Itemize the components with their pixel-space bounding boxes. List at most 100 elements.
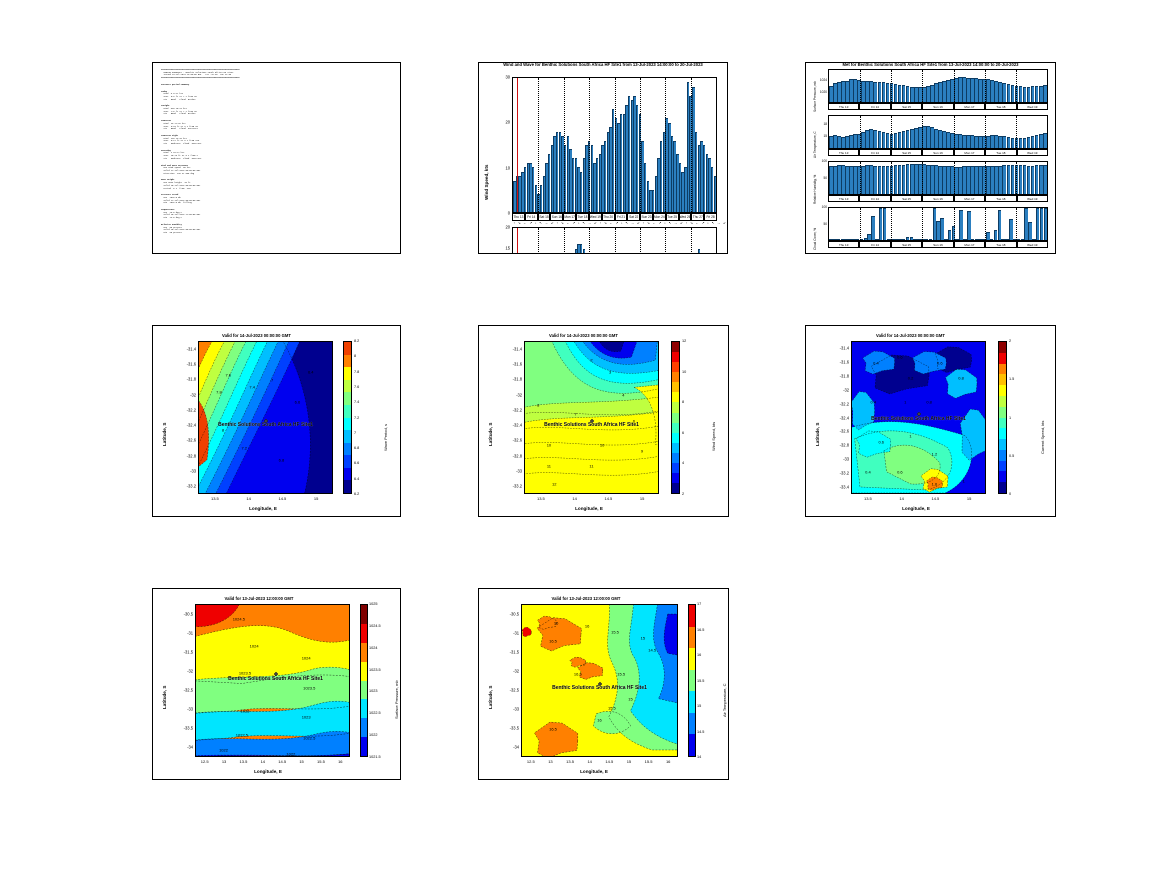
colorbar-swatch (689, 712, 695, 735)
bar (845, 80, 850, 102)
bar (881, 166, 886, 194)
colorbar-swatch (689, 669, 695, 692)
bar (955, 239, 960, 240)
colorbar-swatch (361, 699, 367, 719)
bar (993, 230, 998, 240)
contour-label: 1024 (301, 655, 311, 661)
contour-label: 7 (271, 377, 274, 383)
contour-label: 0.4 (870, 399, 877, 405)
day-label-box: Sun 16 (922, 195, 954, 202)
contour-label: 1022 (219, 747, 228, 753)
report-line: Tomorrow (161, 119, 171, 123)
bar (700, 140, 703, 212)
surface-pressure-plot-area[interactable]: 1024.5 1024 1024 1023.5 1023.5 1023 1023 1022.5… (195, 604, 350, 757)
wind-direction-arrows: ↑ ↘ ← ↗ ↓ ↖ → ↙ ↑ ↘ ← ↗ ↓ ↖ → ↙ ↑ ↘ ← ↗ ↓ ↖ → ↙ ↑ ↘ ← ↗ ↓ ↖ → ↙ ↑ ↘ ← ↗ ↓ ↖ → ↙ (512, 221, 727, 226)
bar (1034, 135, 1039, 148)
bar (676, 153, 679, 212)
y-tick-label: 20 (505, 119, 510, 125)
contour-field (199, 342, 332, 493)
report-line: Forecast period summary (161, 82, 190, 86)
direction-arrow-icon: ← (695, 221, 699, 225)
bar (982, 166, 987, 194)
gridline (614, 228, 616, 253)
bar (636, 104, 639, 212)
bar (841, 165, 845, 194)
colorbar-tick-label: 4 (682, 461, 685, 466)
wind-speed-plot-area[interactable]: 8 7 10 10 11 11 12 6 9 4 3 2 Benthic Solutions South… (524, 341, 659, 494)
bar (974, 239, 979, 240)
bar (928, 239, 933, 240)
y-tick-label: -30.5 (509, 611, 519, 617)
gridline (538, 78, 540, 212)
y-tick-label: -31.6 (512, 361, 522, 367)
direction-arrow-icon: → (587, 221, 592, 225)
bar (989, 239, 994, 240)
colorbar-swatch (689, 691, 695, 713)
bar (595, 158, 599, 212)
bar (620, 113, 623, 212)
y-tick-label: 100 (821, 205, 827, 209)
bar (861, 132, 866, 148)
bar (913, 128, 918, 148)
bar (901, 239, 906, 240)
colorbar-swatch (344, 467, 351, 481)
contour-label: 1024.5 (232, 616, 245, 622)
day-label-box: Tue 18 (985, 195, 1017, 202)
colorbar-swatch (999, 471, 1006, 483)
y-tick-label: 18 (823, 121, 827, 126)
gridline (1015, 116, 1017, 148)
bar (1042, 132, 1047, 148)
x-tick-label: 13 (548, 759, 553, 764)
air-temperature-ylabel: Latitude, S (488, 685, 493, 709)
bar (873, 129, 878, 148)
gridline (860, 70, 862, 102)
wave-period-yticks: -31.4 -31.6 -31.8 -32 -32.2 -32.4 -32.6 -32.8 -3… (173, 341, 196, 494)
bar (974, 165, 979, 194)
bar (869, 81, 874, 102)
bar (909, 128, 914, 148)
bar (652, 189, 655, 212)
air-temperature-plot-area[interactable]: 16 16 16.5 16.5 15.5 15.5 15 15 14.5 16 16.5 15.5 Be… (521, 604, 678, 757)
direction-arrow-icon: → (717, 221, 721, 225)
bar (886, 239, 891, 240)
gridline (984, 70, 986, 102)
site-label: Benthic Solutions South Africa HF Site1 (552, 685, 647, 692)
wind-speed-colorbar-ticks: 2 4 6 8 10 12 (682, 339, 706, 496)
bar (933, 128, 938, 148)
x-tick-label: 14.5 (931, 496, 940, 501)
current-speed-plot-area[interactable]: 0.4 0.6 0.2 0.6 0.8 0.4 1 0.8 0.6 1 1.2 0.6 1.6 1 0.4 B… (851, 341, 986, 494)
contour-label: 1 (909, 433, 912, 439)
report-line: Seas 6-8 ft at 7 s from SW (161, 94, 197, 98)
bar (625, 104, 628, 212)
site-label: Benthic Solutions South Africa HF Site1 (228, 675, 323, 682)
y-tick-label: -31.4 (839, 345, 849, 351)
y-tick-label: -32.6 (186, 437, 196, 443)
bar (833, 165, 837, 194)
wind-speed-map-title: Valid for 14-Jul-2023 00:00:00 GMT (549, 333, 618, 338)
bar (662, 131, 666, 212)
bar (601, 145, 604, 212)
colorbar-swatch (999, 342, 1006, 353)
bar (841, 136, 845, 148)
bar (950, 166, 954, 194)
contour-label: 0.4 (873, 360, 879, 366)
current-speed-xticks: 13.5 14 14.5 15 (851, 496, 986, 504)
colorbar-swatch (672, 482, 679, 493)
colorbar-swatch (361, 718, 367, 738)
current-time-marker (517, 78, 519, 212)
bar (521, 171, 524, 212)
current-speed-xlabel: Longitude, E (902, 506, 930, 511)
bar (593, 162, 596, 212)
wave-period-plot-area[interactable]: 7.6 7.8 8 7.4 7.2 7 6.8 6.6 6.4 Benthic Solutions… (198, 341, 333, 494)
report-line: Relative Humidity (161, 222, 182, 226)
current-speed-colorbar (998, 341, 1007, 494)
day-label-box: Sun 16 (922, 241, 954, 248)
bar (936, 220, 940, 240)
met-subplot-axes (828, 161, 1048, 195)
direction-arrow-icon: ↖ (539, 221, 543, 225)
bar (585, 145, 588, 212)
y-tick-label: -32.8 (512, 453, 522, 459)
surface-pressure-yticks: -30.5 -31 -31.5 -32 -32.5 -33 -33.5 -34 (171, 604, 193, 757)
colorbar-tick-label: 16 (697, 653, 702, 657)
y-tick-label: 1024 (819, 78, 827, 83)
